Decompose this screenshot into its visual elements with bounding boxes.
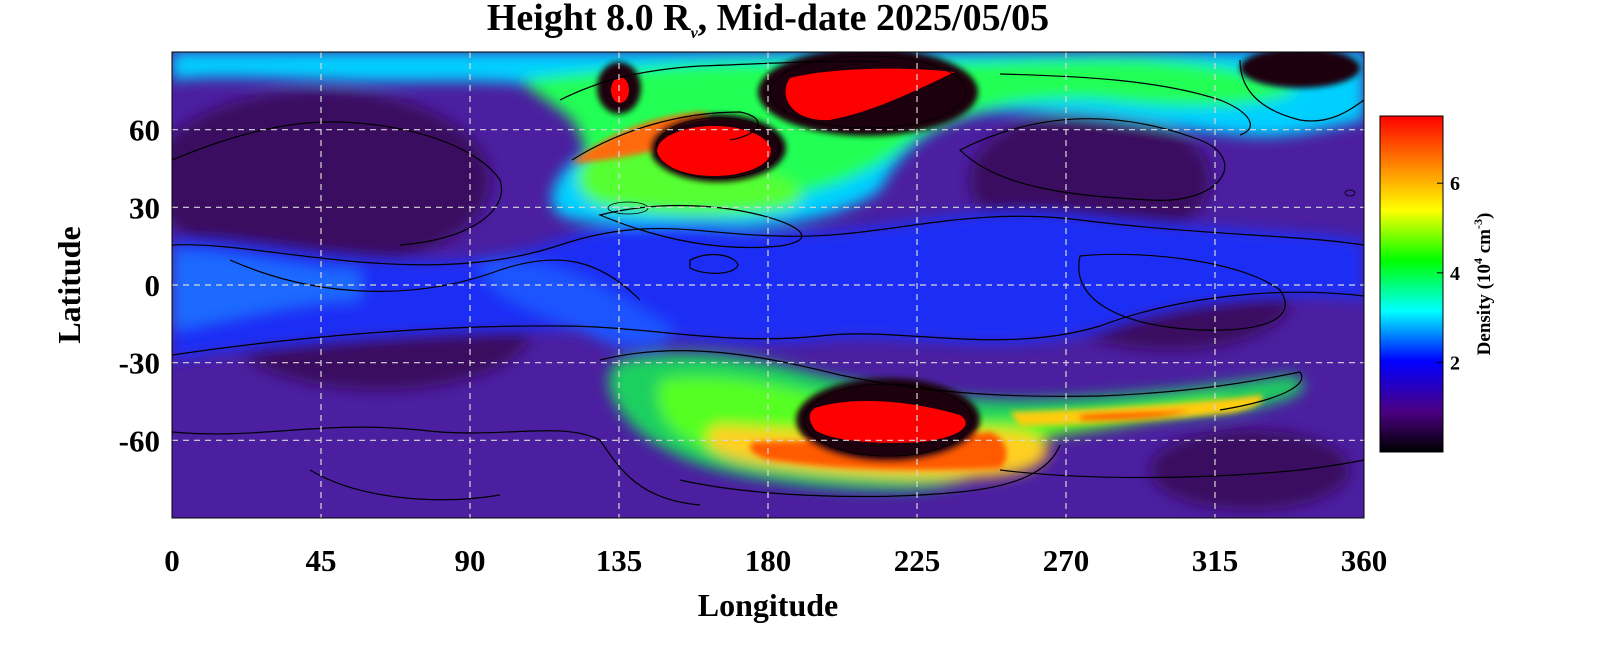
grid-lines bbox=[172, 52, 1364, 518]
x-tick-label: 90 bbox=[455, 543, 486, 578]
colorbar-label: Density (104 cm-3) bbox=[1471, 213, 1495, 356]
colorbar-tick-label: 4 bbox=[1450, 263, 1460, 285]
y-tick-label: 0 bbox=[145, 268, 161, 303]
chart-title: Height 8.0 Rν, Mid-date 2025/05/05 bbox=[487, 0, 1049, 42]
x-tick-label: 225 bbox=[894, 543, 941, 578]
colorbar-tick-label: 2 bbox=[1450, 352, 1460, 374]
y-tick-label: -30 bbox=[119, 346, 160, 381]
x-tick-label: 135 bbox=[596, 543, 643, 578]
colorbar-ticks: 2 4 6 bbox=[1437, 173, 1460, 374]
x-tick-label: 0 bbox=[164, 543, 180, 578]
heatmap-field bbox=[172, 52, 1364, 518]
plot-frame bbox=[171, 51, 1365, 519]
x-tick-label: 270 bbox=[1043, 543, 1090, 578]
x-tick-label: 180 bbox=[745, 543, 792, 578]
y-tick-label: 60 bbox=[129, 113, 160, 148]
colorbar bbox=[1379, 115, 1444, 453]
colorbar-tick-label: 6 bbox=[1450, 173, 1460, 195]
x-tick-label: 45 bbox=[306, 543, 337, 578]
x-tick-label: 360 bbox=[1341, 543, 1388, 578]
y-tick-label: -60 bbox=[119, 423, 160, 458]
y-axis-ticks: 60 30 0 -30 -60 bbox=[119, 113, 160, 459]
x-tick-label: 315 bbox=[1192, 543, 1239, 578]
y-axis-label: Latitude bbox=[51, 226, 87, 343]
x-axis-label: Longitude bbox=[698, 587, 838, 623]
y-tick-label: 30 bbox=[129, 190, 160, 225]
x-axis-ticks: 0 45 90 135 180 225 270 315 360 bbox=[164, 543, 1387, 578]
